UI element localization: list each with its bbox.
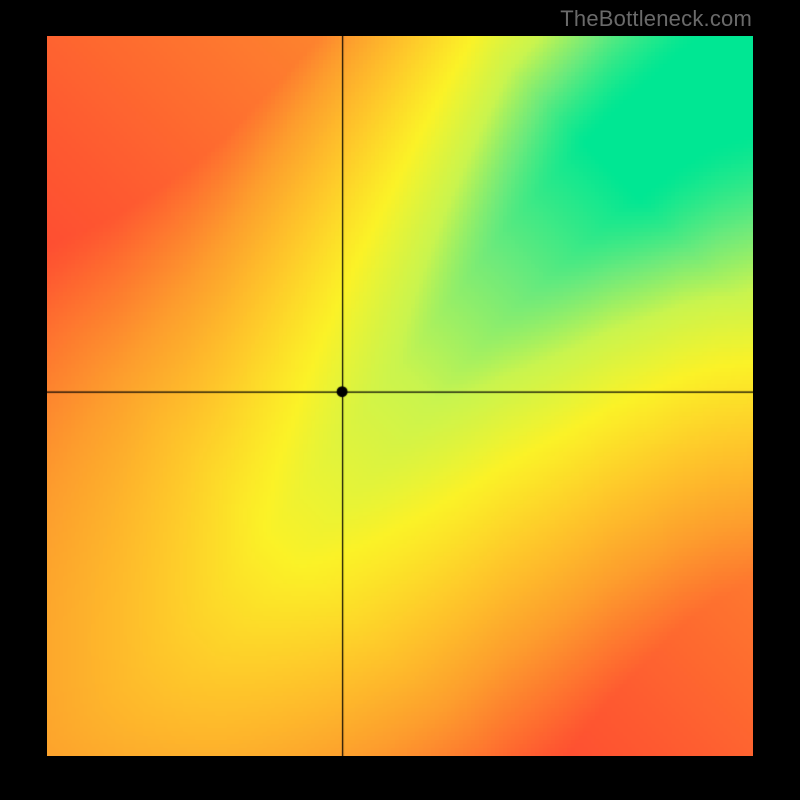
- heatmap-plot: [47, 36, 753, 756]
- heatmap-canvas: [47, 36, 753, 756]
- chart-container: TheBottleneck.com: [0, 0, 800, 800]
- attribution-text: TheBottleneck.com: [560, 6, 752, 32]
